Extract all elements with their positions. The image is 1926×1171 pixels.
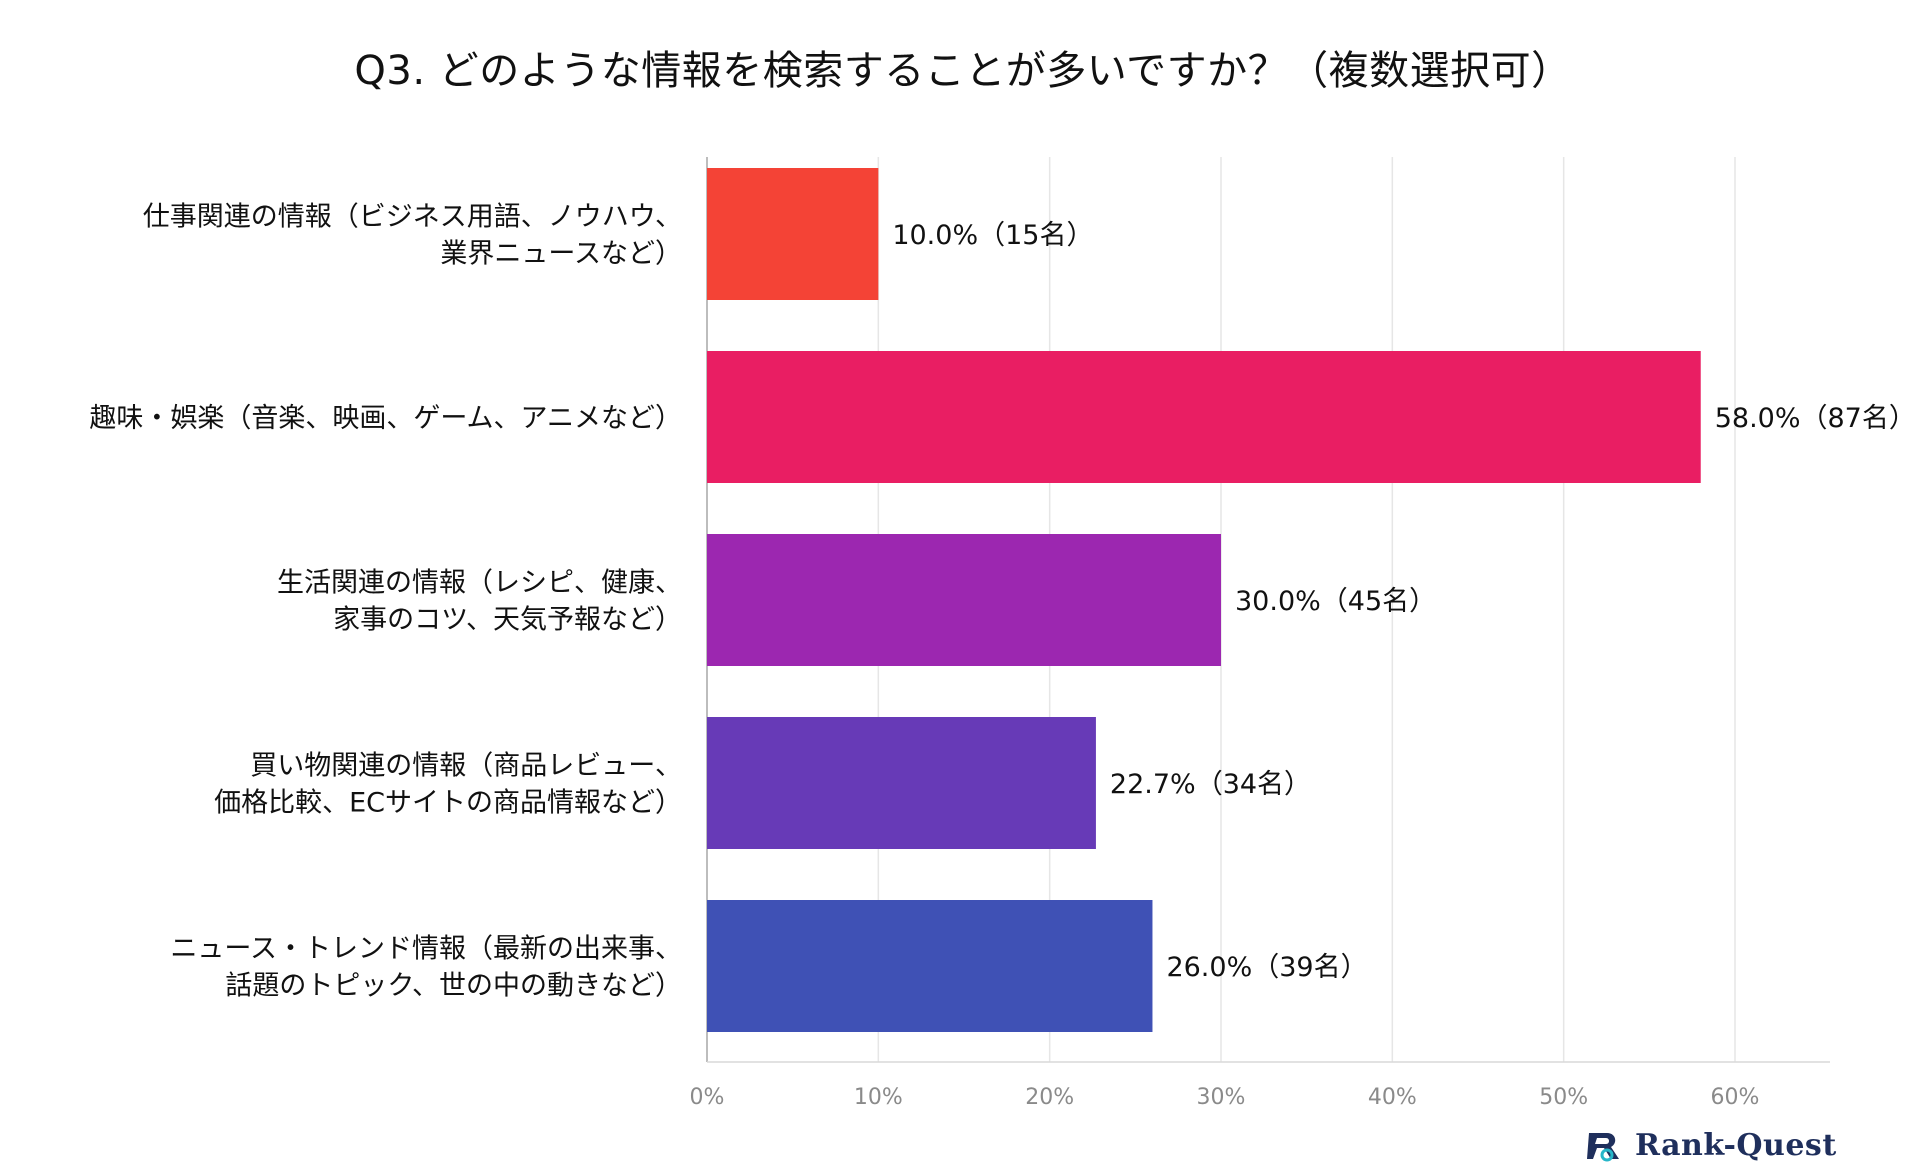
bar: [707, 900, 1153, 1032]
category-label: 仕事関連の情報（ビジネス用語、ノウハウ、: [143, 202, 682, 233]
x-tick-label: 50%: [1539, 1085, 1588, 1110]
bars: [707, 168, 1701, 1032]
chart-title: Q3. どのような情報を検索することが多いですか？（複数選択可）: [354, 48, 1572, 94]
x-tick-label: 20%: [1025, 1085, 1074, 1110]
x-tick-label: 60%: [1711, 1085, 1760, 1110]
data-label: 58.0%（87名）: [1715, 403, 1916, 434]
category-label: 趣味・娯楽（音楽、映画、ゲーム、アニメなど）: [89, 403, 682, 434]
x-tick-label: 0%: [690, 1085, 725, 1110]
bar: [707, 717, 1096, 849]
x-tick-label: 30%: [1197, 1085, 1246, 1110]
brand-name: Rank-Quest: [1635, 1128, 1837, 1163]
category-label: 話題のトピック、世の中の動きなど）: [225, 971, 682, 1002]
x-tick-label: 10%: [854, 1085, 903, 1110]
category-label: 生活関連の情報（レシピ、健康、: [277, 568, 682, 599]
rank-quest-logo-icon: [1587, 1132, 1619, 1161]
category-label: 価格比較、ECサイトの商品情報など）: [214, 788, 682, 819]
data-label: 30.0%（45名）: [1235, 586, 1436, 617]
data-label: 22.7%（34名）: [1110, 769, 1311, 800]
data-labels: 10.0%（15名） 58.0%（87名） 30.0%（45名） 22.7%（34名）…: [892, 220, 1916, 983]
bar: [707, 168, 879, 300]
x-axis-ticks: 0% 10% 20% 30% 40% 50% 60%: [690, 1085, 1760, 1110]
category-label: 家事のコツ、天気予報など）: [333, 605, 682, 636]
data-label: 10.0%（15名）: [892, 220, 1093, 251]
data-label: 26.0%（39名）: [1166, 952, 1367, 983]
category-label: ニュース・トレンド情報（最新の出来事、: [170, 934, 682, 965]
category-labels: 仕事関連の情報（ビジネス用語、ノウハウ、業界ニュースなど） 趣味・娯楽（音楽、映画…: [89, 202, 682, 1002]
category-label: 業界ニュースなど）: [440, 239, 682, 270]
bar: [707, 351, 1701, 483]
category-label: 買い物関連の情報（商品レビュー、: [250, 751, 682, 782]
brand-logo: Rank-Quest: [1585, 1128, 1837, 1163]
bar: [707, 534, 1221, 666]
x-tick-label: 40%: [1368, 1085, 1417, 1110]
